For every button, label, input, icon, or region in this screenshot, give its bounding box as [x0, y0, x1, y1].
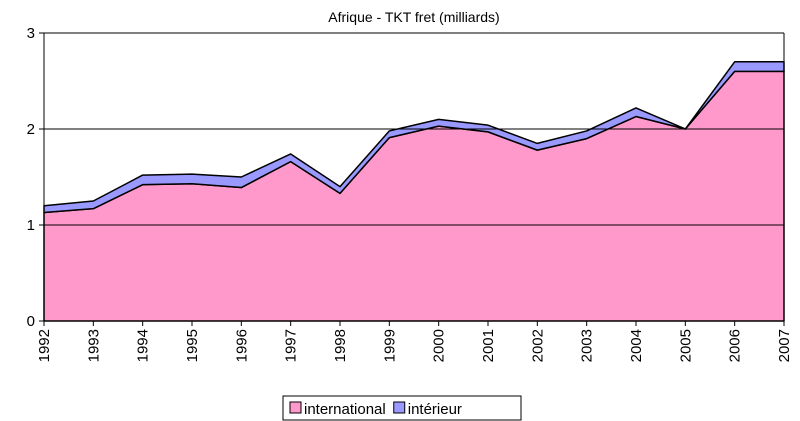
- x-tick-label: 1996: [233, 329, 250, 362]
- y-tick-label: 1: [27, 217, 35, 234]
- legend-swatch: [393, 401, 406, 414]
- x-tick-label: 2001: [480, 329, 497, 362]
- x-tick-label: 2005: [677, 329, 694, 362]
- x-tick-label: 2007: [776, 329, 793, 362]
- x-tick-label: 2006: [727, 329, 744, 362]
- x-tick-label: 1994: [135, 329, 152, 362]
- x-tick-label: 1992: [36, 329, 53, 362]
- y-tick-label: 0: [27, 313, 35, 330]
- x-tick-label: 2004: [628, 329, 645, 362]
- chart-title: Afrique - TKT fret (milliards): [328, 9, 499, 25]
- y-tick-label: 3: [27, 25, 35, 42]
- x-tick-label: 1999: [381, 329, 398, 362]
- x-tick-label: 1995: [184, 329, 201, 362]
- x-tick-label: 2003: [579, 329, 596, 362]
- x-tick-label: 1998: [332, 329, 349, 362]
- y-tick-label: 2: [27, 121, 35, 138]
- x-tick-label: 1993: [85, 329, 102, 362]
- legend-label: intérieur: [408, 401, 462, 418]
- legend-swatch: [289, 401, 302, 414]
- x-tick-label: 1997: [283, 329, 300, 362]
- legend-label: international: [304, 401, 386, 418]
- x-tick-label: 2000: [431, 329, 448, 362]
- x-tick-label: 2002: [529, 329, 546, 362]
